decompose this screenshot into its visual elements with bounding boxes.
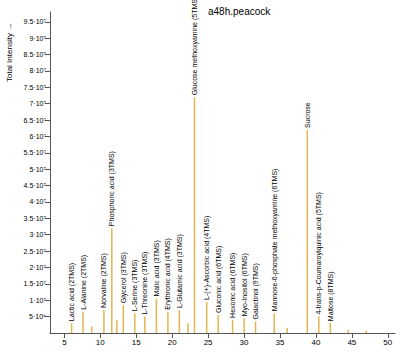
svg-text:9·10⁷: 9·10⁷: [29, 35, 46, 42]
svg-text:9.5·10⁷: 9.5·10⁷: [24, 18, 47, 25]
svg-text:50: 50: [383, 338, 392, 347]
svg-text:35: 35: [276, 338, 285, 347]
svg-text:8.5·10⁷: 8.5·10⁷: [24, 51, 47, 58]
svg-text:Total Intensity →: Total Intensity →: [5, 23, 14, 82]
svg-text:Gluconic acid (6TMS): Gluconic acid (6TMS): [215, 246, 223, 313]
svg-text:4·10⁷: 4·10⁷: [29, 198, 46, 205]
svg-text:5·10⁶: 5·10⁶: [29, 313, 46, 320]
svg-text:Galactinol (9TMS): Galactinol (9TMS): [252, 263, 260, 319]
svg-text:L-Serine (3TMS): L-Serine (3TMS): [131, 260, 139, 312]
svg-text:Mannose-6-phosphate methoxyami: Mannose-6-phosphate methoxyamine (6TMS): [271, 169, 279, 312]
svg-text:5·10⁷: 5·10⁷: [29, 166, 46, 173]
svg-text:40: 40: [311, 338, 320, 347]
svg-text:Maltose (8TMS): Maltose (8TMS): [327, 271, 335, 321]
svg-text:7·10⁷: 7·10⁷: [29, 100, 46, 107]
svg-text:2.5·10⁷: 2.5·10⁷: [24, 248, 47, 255]
svg-text:20: 20: [168, 338, 177, 347]
svg-text:Lactic acid (2TMS): Lactic acid (2TMS): [68, 263, 76, 321]
svg-text:L-Alanine (2TMS): L-Alanine (2TMS): [80, 255, 88, 310]
svg-text:30: 30: [240, 338, 249, 347]
svg-text:8·10⁷: 8·10⁷: [29, 67, 46, 74]
svg-text:7.5·10⁷: 7.5·10⁷: [24, 84, 47, 91]
svg-text:15: 15: [132, 338, 141, 347]
svg-text:25: 25: [204, 338, 213, 347]
svg-text:3·10⁷: 3·10⁷: [29, 231, 46, 238]
svg-text:Norvaline (2TMS): Norvaline (2TMS): [100, 253, 108, 308]
svg-text:4-trans-p-Coumaroylquinic acid: 4-trans-p-Coumaroylquinic acid (5TMS): [315, 192, 323, 315]
svg-text:45: 45: [347, 338, 356, 347]
svg-text:10: 10: [96, 338, 105, 347]
svg-text:4.5·10⁷: 4.5·10⁷: [24, 182, 47, 189]
svg-text:3.5·10⁷: 3.5·10⁷: [24, 215, 47, 222]
svg-text:Malic acid (3TMS): Malic acid (3TMS): [153, 240, 161, 296]
svg-text:1.5·10⁷: 1.5·10⁷: [24, 280, 47, 287]
svg-text:5.5·10⁷: 5.5·10⁷: [24, 149, 47, 156]
svg-text:Phosphoric acid (3TMS): Phosphoric acid (3TMS): [108, 151, 116, 226]
svg-text:Myo-Inositol (6TMS): Myo-Inositol (6TMS): [241, 253, 249, 316]
svg-text:Hexonic acid (6TMS): Hexonic acid (6TMS): [229, 253, 237, 318]
svg-text:Sucrose: Sucrose: [304, 102, 311, 128]
svg-text:Erythronic acid (4TMS): Erythronic acid (4TMS): [164, 238, 172, 310]
svg-text:6.5·10⁷: 6.5·10⁷: [24, 117, 47, 124]
svg-text:Glucose methoxyamine (5TMS): Glucose methoxyamine (5TMS): [191, 0, 199, 95]
svg-text:1·10⁷: 1·10⁷: [29, 297, 46, 304]
svg-text:2·10⁷: 2·10⁷: [29, 264, 46, 271]
svg-text:L-(+)-Ascorbic acid (4TMS): L-(+)-Ascorbic acid (4TMS): [203, 216, 211, 300]
svg-text:6·10⁷: 6·10⁷: [29, 133, 46, 140]
svg-text:a48h.peacock: a48h.peacock: [208, 6, 271, 17]
svg-text:L-Threonine (3TMS): L-Threonine (3TMS): [141, 252, 149, 315]
svg-text:5: 5: [62, 338, 67, 347]
svg-text:L-Glutamic acid (3TMS): L-Glutamic acid (3TMS): [176, 234, 184, 308]
svg-text:Glycerol (3TMS): Glycerol (3TMS): [120, 252, 128, 303]
